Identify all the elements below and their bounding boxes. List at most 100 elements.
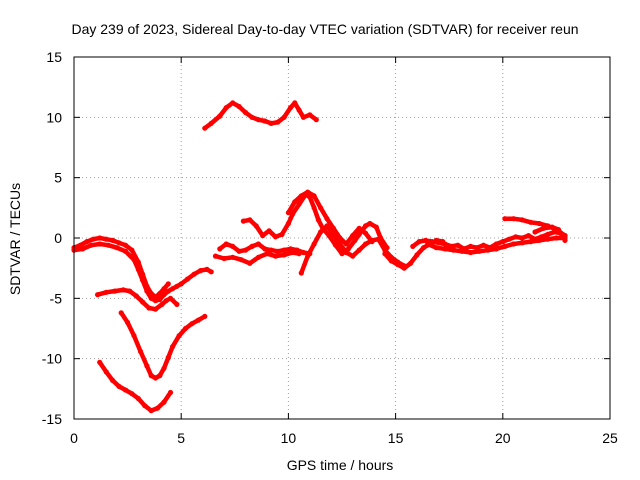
data-point [120,287,126,293]
data-point [152,375,159,381]
y-tick-label: -15 [42,411,62,427]
data-point [356,247,362,253]
y-axis-label: SDTVAR / TECUs [7,183,23,295]
data-point [442,241,448,247]
data-point [435,240,442,246]
data-point [195,317,201,323]
data-point [242,247,249,253]
data-point [97,241,103,247]
data-point [174,301,180,307]
data-point [275,119,281,125]
data-point [395,261,401,268]
y-tick-label: 10 [46,109,62,125]
data-point [165,288,171,294]
data-point [375,236,381,242]
data-point [545,231,551,237]
data-point [519,235,525,241]
data-point [296,251,302,257]
data-point [122,387,129,393]
data-point [311,241,317,247]
chart-title: Day 239 of 2023, Sidereal Day-to-day VTE… [71,21,578,37]
data-point [103,369,109,375]
data-point [311,193,317,199]
data-point [249,114,255,120]
data-point [416,239,422,245]
data-point [152,298,159,304]
data-point [272,234,279,240]
data-point [313,117,319,123]
data-point [468,249,474,256]
data-point [114,245,120,251]
data-point [255,254,261,260]
data-point [300,114,306,120]
data-point [170,286,176,292]
data-point [318,205,324,211]
data-point [131,333,137,339]
data-point [367,220,373,227]
data-point [506,236,512,242]
data-point [116,240,122,246]
data-point [260,233,266,239]
data-point [122,242,129,248]
data-point [152,306,159,312]
data-point [112,288,118,294]
data-point [84,239,90,245]
data-point [532,229,538,235]
data-point [337,241,343,247]
data-point [350,253,356,259]
y-tick-label: -5 [50,290,63,306]
data-point [296,201,302,207]
data-point [161,286,167,292]
data-point [262,118,268,124]
y-tick-label: 15 [46,49,62,65]
data-point [300,249,306,256]
data-series-group [71,100,568,414]
data-point [97,359,103,365]
data-point [315,217,321,223]
data-point [97,235,103,241]
data-point [307,112,313,118]
data-point [249,243,255,249]
data-point [140,277,146,283]
data-point [212,253,219,259]
data-point [305,189,311,195]
data-point [103,236,109,242]
data-point [122,248,129,254]
data-point [502,243,508,249]
data-point [272,253,279,259]
data-point [268,120,274,126]
data-point [148,373,154,379]
data-point [540,225,547,231]
data-point [555,227,562,233]
data-point [191,271,197,277]
series-arc-4 [118,310,208,381]
data-point [88,242,94,248]
data-point [528,239,534,245]
data-point [125,319,131,326]
data-point [165,354,171,361]
data-point [223,105,229,111]
data-point [414,252,420,258]
data-point [455,242,461,248]
data-point [170,344,176,350]
data-point [510,241,517,247]
data-point [450,247,457,253]
data-point [202,125,208,131]
data-point [330,231,336,237]
data-point [382,251,388,257]
data-point [217,113,223,119]
data-point [480,242,487,248]
data-point [223,241,229,247]
data-point [343,241,349,247]
data-point [144,288,150,294]
x-tick-labels: 0 5 10 15 20 25 [70,430,618,446]
data-point [275,248,281,254]
data-point [144,363,150,369]
data-point [324,223,330,229]
data-point [230,243,236,249]
data-point [459,248,465,254]
data-point [536,237,542,243]
data-point [255,117,261,123]
data-point [339,251,345,257]
